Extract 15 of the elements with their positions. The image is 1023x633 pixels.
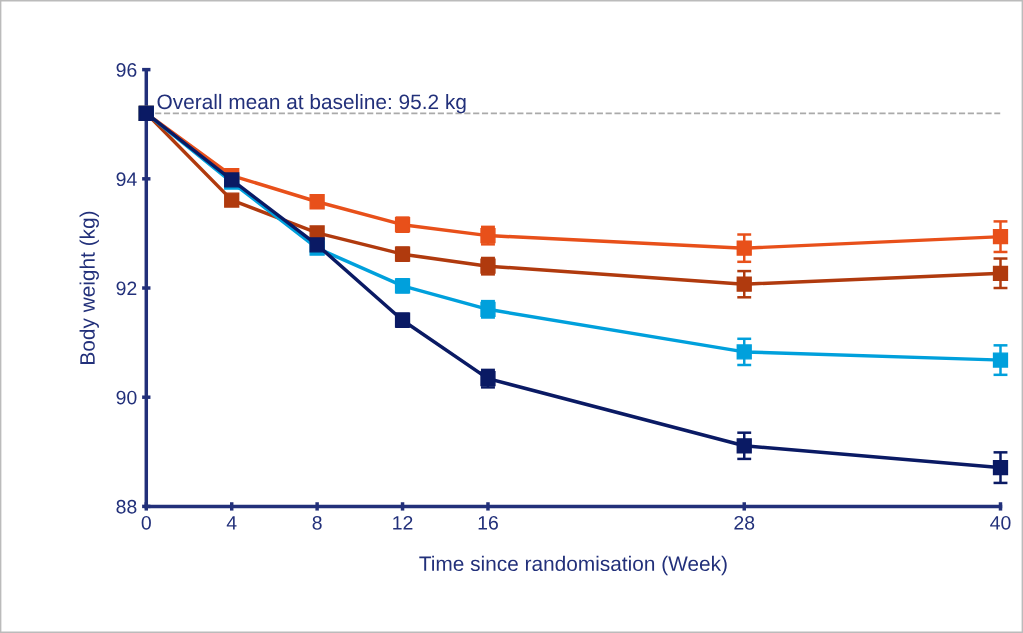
x-tick-label: 16 bbox=[478, 515, 498, 530]
x-tick-label: 0 bbox=[141, 515, 151, 530]
y-tick-label: 94 bbox=[116, 172, 137, 187]
x-axis-title: Time since randomisation (Week) bbox=[419, 555, 727, 576]
x-tick-label: 28 bbox=[734, 515, 755, 530]
x-tick-label: 12 bbox=[393, 515, 413, 530]
ref-line-label: Overall mean at baseline: 95.2 kg bbox=[157, 93, 466, 114]
y-tick-label: 90 bbox=[116, 390, 137, 405]
y-axis-title: Body weight (kg) bbox=[79, 211, 99, 364]
y-tick-label: 96 bbox=[116, 63, 137, 77]
x-tick-label: 40 bbox=[990, 515, 1011, 530]
x-tick-label: 4 bbox=[226, 516, 237, 530]
y-tick-label: 92 bbox=[116, 281, 137, 296]
y-tick-label: 88 bbox=[116, 499, 137, 514]
x-tick-label: 8 bbox=[312, 515, 322, 530]
